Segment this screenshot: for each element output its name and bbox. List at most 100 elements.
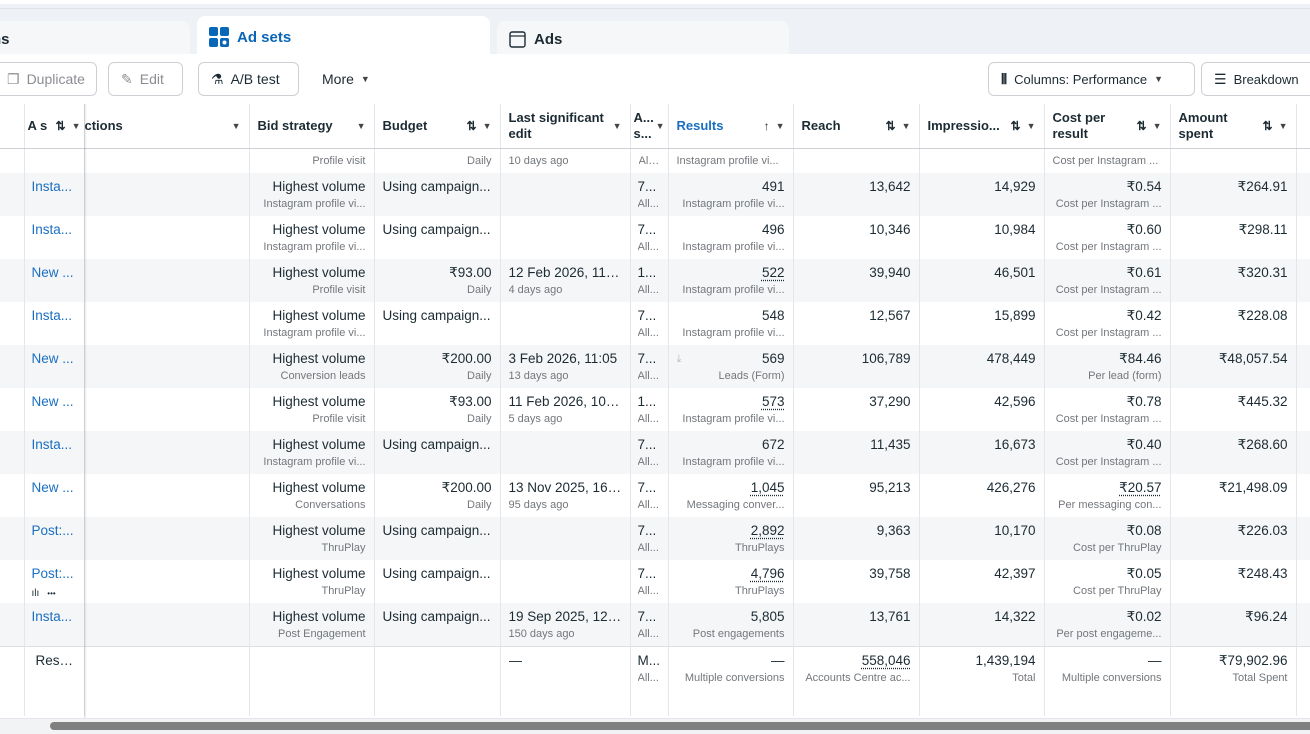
results: 522 [677,259,785,282]
sort-icon[interactable]: ⇅ [1137,118,1147,134]
column-header-label: Amount spent [1179,110,1263,142]
tab-ads[interactable]: Ads [497,21,789,58]
sort-icon[interactable]: ⇅ [886,118,896,134]
column-header-content: A s ⇅ ▼ [28,118,81,134]
table-cell [1296,173,1310,216]
table-cell: ₹298.11 [1170,216,1296,259]
edit-button[interactable]: ✎ Edit [108,62,183,96]
caret-down-icon[interactable]: ▼ [902,118,911,134]
column-header[interactable]: Budget ⇅ ▼ [374,104,500,148]
sort-icon[interactable]: ⇅ [467,118,477,134]
a-sub: All... [638,540,664,556]
breakdown-button[interactable]: ☰ Breakdown [1201,62,1310,96]
more-button[interactable]: More ▼ [309,62,383,96]
table-row[interactable]: Insta... Highest volume Instagram profile … [0,431,1310,474]
duplicate-button[interactable]: ❐ Duplicate [0,62,97,96]
table-row[interactable]: New ... Highest volume Profile visit ₹93.00… [0,388,1310,431]
column-header[interactable]: Last significant edit ▼ [500,104,630,148]
column-header[interactable]: Cost per result ⇅ ▼ [1044,104,1170,148]
table-cell [84,302,249,345]
ab-test-button[interactable]: ⚗ A/B test [198,62,299,96]
column-header[interactable]: Impressio... ⇅ ▼ [919,104,1044,148]
column-header[interactable]: Amount spent ⇅ ▼ [1170,104,1296,148]
table-row[interactable]: New ... Highest volume Conversations ₹200.0… [0,474,1310,517]
attribution: 1... [638,259,664,282]
caret-down-icon[interactable]: ▼ [1027,118,1036,134]
more-icon[interactable]: ••• [47,589,55,598]
impressions: 15,899 [928,302,1036,325]
table-cell: 1... All... [630,388,668,431]
ad-set-name-link[interactable]: Insta... [32,431,80,454]
table-cell: 4,796 ThruPlays [668,560,793,603]
table-cell: ₹200.00 Daily [374,345,500,388]
table-row[interactable]: Insta... Highest volume Instagram profile … [0,302,1310,345]
table-row[interactable]: Post:... Highest volume ThruPlay Using camp… [0,517,1310,560]
amount-spent: ₹48,057.54 [1179,345,1288,368]
table-cell: Highest volume Instagram profile vi... [249,173,374,216]
columns-button[interactable]: ⦀ Columns: Performance ▼ [988,62,1195,96]
ad-set-name-link[interactable]: New ... [32,345,80,368]
ad-set-name-link[interactable]: Insta... [32,302,80,325]
table-row[interactable]: Insta... Highest volume Post Engagement Usi… [0,603,1310,646]
horizontal-scrollbar[interactable] [0,718,1310,734]
table-row[interactable]: New ... Highest volume Conversion leads ₹20… [0,345,1310,388]
column-header[interactable]: Reach ⇅ ▼ [793,104,919,148]
chart-icon[interactable]: ılı [32,588,40,599]
ad-set-name-link[interactable]: Post:... [32,517,80,540]
last-edit [509,560,622,565]
caret-down-icon[interactable]: ▼ [72,118,81,134]
a-sub: All... [638,497,664,513]
caret-down-icon[interactable]: ▼ [1279,118,1288,134]
column-header[interactable] [0,104,24,148]
cost-per-result: ₹0.60 [1053,216,1162,239]
caret-down-icon[interactable]: ▼ [776,118,785,134]
table-cell: 39,940 [793,259,919,302]
table-cell: ₹0.05 Cost per ThruPlay [1044,560,1170,603]
table-cell [500,216,630,259]
column-header[interactable]: A... s... ▼ [630,104,668,148]
bid-strategy-sub: ThruPlay [258,540,366,556]
ad-set-name-link[interactable]: New ... [32,388,80,411]
column-header[interactable]: E [1296,104,1310,148]
bid-strategy: Highest volume [258,517,366,540]
table-cell [500,302,630,345]
table-cell: ₹93.00 Daily [374,259,500,302]
sort-icon[interactable]: ⇅ [56,118,66,134]
table-row[interactable]: Post:... ılı ••• Highest volume ThruPlay Usin… [0,560,1310,603]
ad-set-name-link[interactable]: Insta... [32,216,80,239]
scrollbar-thumb[interactable] [50,722,1310,730]
table-cell: ₹0.61 Cost per Instagram ... [1044,259,1170,302]
table-row[interactable]: Insta... Highest volume Instagram profile … [0,173,1310,216]
ad-set-name-link[interactable]: Insta... [32,173,80,196]
tab-ad-sets[interactable]: Ad sets [197,16,490,58]
caret-down-icon[interactable]: ▼ [483,118,492,134]
header-controls: ⇅ ▼ [1137,118,1162,134]
table-row[interactable]: Insta... Highest volume Instagram profile … [0,216,1310,259]
table-cell: Highest volume ThruPlay [249,560,374,603]
amount-spent: ₹445.32 [1179,388,1288,411]
caret-down-icon[interactable]: ▼ [1153,118,1162,134]
sort-icon[interactable]: ⇅ [1011,118,1021,134]
ad-set-name-link[interactable]: Post:... [32,560,80,583]
column-header[interactable]: Results ↑ ▼ [668,104,793,148]
caret-down-icon[interactable]: ▼ [656,118,665,134]
ad-set-name-link[interactable]: Insta... [32,603,80,626]
last-edit: 12 Feb 2026, 11:13 [509,259,622,282]
column-header[interactable]: ctions ▼ [84,104,249,148]
caret-down-icon[interactable]: ▼ [357,118,366,134]
results-sub: ThruPlays [677,583,785,599]
ad-set-name-link[interactable]: New ... [32,259,80,282]
ad-set-name-link[interactable]: New ... [32,474,80,497]
column-header[interactable]: Bid strategy ▼ [249,104,374,148]
table-cell [500,517,630,560]
sort-icon[interactable]: ⇅ [1263,118,1273,134]
column-header[interactable]: A s ⇅ ▼ [24,104,84,148]
table-row[interactable]: New ... Highest volume Profile visit ₹93.00… [0,259,1310,302]
caret-down-icon[interactable]: ▼ [232,118,241,134]
caret-down-icon[interactable]: ▼ [613,118,622,134]
table-cell [1170,148,1296,173]
table-cell: ₹200.00 Daily [374,474,500,517]
attribution: 1... [638,388,664,411]
tab-campaigns[interactable]: ns [0,21,190,58]
sort-icon[interactable]: ↑ [764,118,770,134]
